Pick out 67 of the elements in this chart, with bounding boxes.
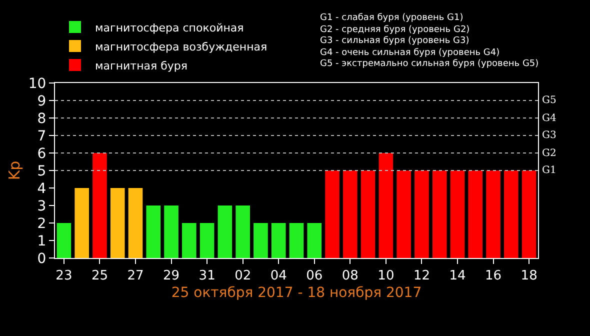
text: G2 - средняя буря (уровень G2)	[320, 25, 470, 35]
x-tick-label: 10	[378, 268, 394, 284]
y-tick-label: 2	[37, 216, 46, 232]
bar	[236, 206, 250, 258]
bar	[414, 170, 429, 258]
text: G1 - слабая буря (уровень G1)	[320, 13, 464, 23]
y-axis-title: Kp	[6, 160, 24, 180]
x-tick-label: 27	[127, 268, 144, 284]
bar	[396, 170, 411, 258]
y-tick-label: 9	[37, 93, 46, 110]
y-tick-label: 4	[37, 180, 46, 197]
bar	[378, 153, 394, 258]
bar	[110, 188, 125, 258]
bar	[504, 170, 518, 258]
bar	[522, 170, 536, 258]
bar	[74, 188, 89, 258]
ref-line-label: G3	[542, 130, 556, 141]
bar	[468, 170, 483, 258]
bar	[343, 170, 358, 258]
legend-label: магнитосфера возбужденная	[95, 40, 268, 54]
text: G3 - сильная буря (уровень G3)	[320, 36, 470, 46]
ref-line-label: G2	[542, 148, 556, 159]
x-tick-label: 14	[449, 268, 466, 284]
x-tick-label: 16	[485, 268, 502, 284]
y-tick-label: 3	[37, 198, 46, 214]
bar	[486, 170, 500, 258]
bar	[254, 223, 268, 258]
bar	[146, 206, 161, 258]
y-tick-label: 0	[37, 250, 46, 267]
x-tick-label: 23	[56, 268, 72, 284]
x-tick-label: 08	[342, 268, 358, 284]
bar	[271, 223, 286, 258]
bar	[56, 223, 72, 258]
bar	[200, 223, 214, 258]
x-tick-label: 29	[163, 268, 180, 284]
bar	[450, 170, 465, 258]
legend-label: магнитосфера спокойная	[95, 21, 244, 34]
legend-label: магнитная буря	[95, 59, 188, 72]
text: G5 - экстремально сильная буря (уровень G5)	[320, 59, 539, 69]
ref-line-label: G1	[542, 165, 556, 176]
text: G4 - очень сильная буря (уровень G4)	[320, 48, 500, 58]
y-tick-label: 1	[37, 233, 46, 250]
bar	[164, 206, 178, 258]
x-axis-title: 25 октября 2017 - 18 ноября 2017	[171, 284, 422, 301]
y-tick-label: 6	[37, 146, 46, 162]
y-tick-label: 7	[37, 128, 46, 144]
x-tick-label: 04	[270, 268, 287, 284]
bar	[432, 170, 447, 258]
bar	[128, 188, 143, 258]
bar	[325, 170, 340, 258]
y-tick-label: 10	[28, 76, 46, 92]
bar	[182, 223, 196, 258]
bar	[360, 170, 376, 258]
x-tick-label: 12	[413, 268, 430, 284]
ref-line-label: G4	[542, 113, 556, 124]
y-tick-label: 5	[37, 163, 46, 180]
y-tick-label: 8	[37, 110, 46, 127]
bar	[218, 206, 232, 258]
ref-line-label: G5	[542, 95, 556, 106]
bar	[289, 223, 304, 258]
x-tick-label: 02	[234, 268, 252, 284]
x-tick-label: 18	[520, 268, 538, 284]
x-tick-label: 25	[91, 268, 108, 284]
x-tick-label: 31	[198, 268, 216, 284]
x-tick-label: 06	[306, 268, 323, 284]
bar	[307, 223, 322, 258]
bar	[92, 153, 107, 258]
